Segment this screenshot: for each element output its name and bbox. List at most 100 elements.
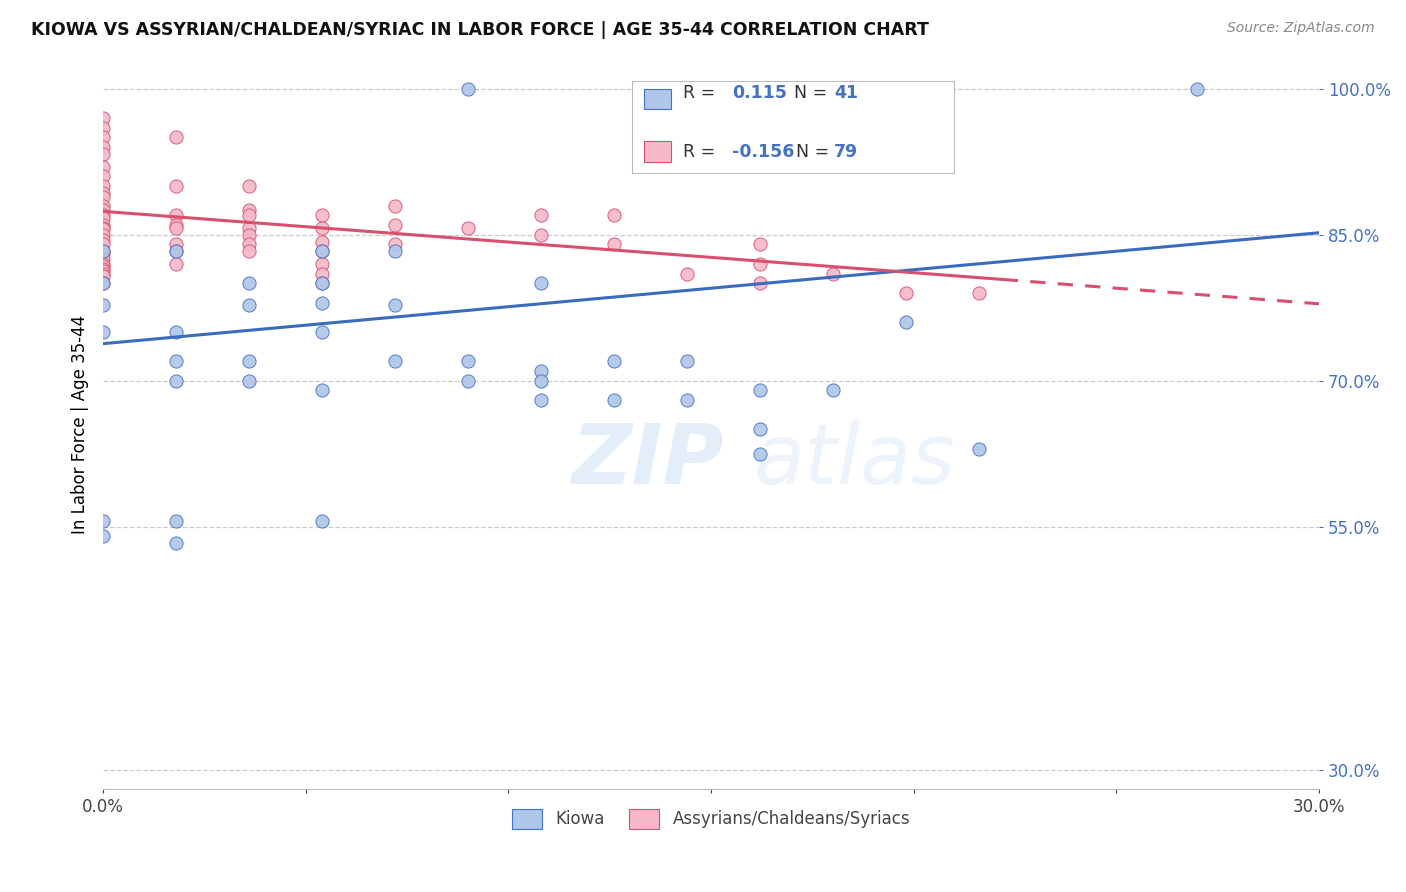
Point (91, 514, 114, 528)
Point (603, 393, 626, 408)
Point (91, 218, 114, 232)
Point (165, 208, 187, 222)
Point (1187, 82, 1209, 96)
Point (530, 393, 553, 408)
Point (238, 244, 260, 259)
Point (165, 244, 187, 259)
Point (91, 325, 114, 339)
Text: Source: ZipAtlas.com: Source: ZipAtlas.com (1227, 21, 1375, 36)
Point (311, 208, 333, 222)
Point (311, 277, 333, 291)
Point (91, 147, 114, 161)
Point (311, 244, 333, 259)
Point (165, 237, 187, 252)
FancyBboxPatch shape (644, 89, 671, 109)
Point (603, 354, 626, 368)
Point (91, 237, 114, 252)
Point (165, 514, 187, 528)
Point (311, 325, 333, 339)
Text: R =: R = (683, 143, 721, 161)
Point (165, 325, 187, 339)
Text: R =: R = (683, 84, 721, 103)
Point (311, 277, 333, 291)
Point (238, 179, 260, 194)
Point (91, 298, 114, 312)
Point (675, 354, 697, 368)
Point (675, 267, 697, 281)
Point (457, 354, 479, 368)
Point (311, 267, 333, 281)
Text: 79: 79 (834, 143, 858, 161)
Point (91, 222, 114, 236)
Point (165, 536, 187, 550)
Point (384, 218, 406, 232)
Point (91, 263, 114, 277)
Point (457, 220, 479, 235)
Point (238, 220, 260, 235)
Point (91, 261, 114, 276)
Point (821, 267, 844, 281)
Point (530, 364, 553, 378)
Point (384, 354, 406, 368)
Point (457, 374, 479, 388)
Point (311, 514, 333, 528)
Point (165, 354, 187, 368)
Point (748, 447, 770, 461)
Point (311, 384, 333, 398)
Point (165, 218, 187, 232)
Point (165, 244, 187, 259)
Point (91, 259, 114, 273)
Point (821, 384, 844, 398)
Point (165, 179, 187, 194)
Point (238, 298, 260, 312)
Point (238, 203, 260, 218)
Point (894, 286, 917, 301)
Point (238, 277, 260, 291)
Point (384, 198, 406, 212)
Point (457, 82, 479, 96)
Point (91, 203, 114, 218)
Point (384, 244, 406, 259)
Point (91, 198, 114, 212)
FancyBboxPatch shape (633, 81, 955, 173)
Point (91, 211, 114, 226)
Point (91, 227, 114, 242)
Point (91, 244, 114, 259)
Point (238, 374, 260, 388)
Point (530, 208, 553, 222)
Point (91, 220, 114, 235)
Point (967, 442, 990, 456)
Y-axis label: In Labor Force | Age 35-44: In Labor Force | Age 35-44 (72, 315, 89, 534)
Point (238, 227, 260, 242)
Point (530, 227, 553, 242)
Point (91, 130, 114, 145)
Point (894, 315, 917, 329)
Text: N =: N = (783, 84, 832, 103)
Point (748, 384, 770, 398)
Point (91, 190, 114, 204)
Point (91, 268, 114, 283)
Text: 41: 41 (834, 84, 858, 103)
Point (91, 277, 114, 291)
Legend: Kiowa, Assyrians/Chaldeans/Syriacs: Kiowa, Assyrians/Chaldeans/Syriacs (505, 802, 917, 836)
Text: -0.156: -0.156 (731, 143, 794, 161)
Point (91, 169, 114, 184)
Point (91, 247, 114, 261)
Point (603, 237, 626, 252)
Point (91, 233, 114, 247)
Point (748, 257, 770, 271)
Point (91, 257, 114, 271)
Text: ZIP: ZIP (571, 420, 724, 501)
Point (91, 120, 114, 135)
Point (91, 186, 114, 200)
Point (238, 237, 260, 252)
Text: atlas: atlas (754, 420, 955, 501)
Point (91, 277, 114, 291)
Point (238, 354, 260, 368)
Text: KIOWA VS ASSYRIAN/CHALDEAN/SYRIAC IN LABOR FORCE | AGE 35-44 CORRELATION CHART: KIOWA VS ASSYRIAN/CHALDEAN/SYRIAC IN LAB… (31, 21, 929, 39)
Point (165, 220, 187, 235)
Point (91, 160, 114, 174)
Point (91, 252, 114, 266)
Point (530, 374, 553, 388)
Point (91, 111, 114, 125)
